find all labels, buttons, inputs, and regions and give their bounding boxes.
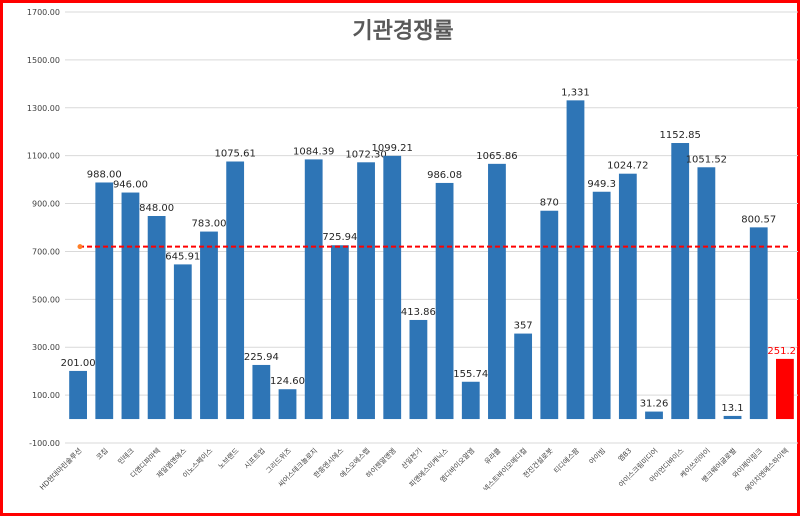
y-tick-label: 900.00 xyxy=(32,200,60,209)
data-label: 725.94 xyxy=(322,232,357,243)
y-tick-label: 500.00 xyxy=(32,295,60,304)
bar xyxy=(749,227,768,420)
y-tick-label: 1500.00 xyxy=(27,56,60,65)
data-label: 800.57 xyxy=(741,214,776,225)
data-label: 225.94 xyxy=(244,352,279,363)
category-label: 엠83 xyxy=(617,447,634,464)
data-label: 357 xyxy=(514,321,533,332)
category-label: HD현대마린솔루션 xyxy=(38,446,84,492)
bar xyxy=(671,143,690,420)
data-label: 251.27 xyxy=(767,346,800,357)
bar xyxy=(252,364,271,420)
y-tick-label: 1100.00 xyxy=(27,152,60,161)
y-tick-label: 100.00 xyxy=(32,391,60,400)
category-label: 코칩 xyxy=(94,446,109,461)
bar xyxy=(330,245,349,420)
data-label: 13.1 xyxy=(721,403,743,414)
data-label: 201.00 xyxy=(61,358,96,369)
data-label: 1,331 xyxy=(561,87,590,98)
category-label: 민테크 xyxy=(116,446,136,466)
category-label: 산일전기 xyxy=(399,446,424,471)
data-label: 848.00 xyxy=(139,203,174,214)
bar xyxy=(304,159,323,420)
data-label: 1072.30 xyxy=(345,149,386,160)
bar xyxy=(461,381,480,420)
data-label: 124.60 xyxy=(270,376,305,387)
data-label: 946.00 xyxy=(113,180,148,191)
y-tick-label: 1700.00 xyxy=(27,8,60,17)
data-label: 1152.85 xyxy=(660,130,701,141)
data-label: 1075.61 xyxy=(214,149,255,160)
data-label: 1065.86 xyxy=(476,151,517,162)
data-label: 413.86 xyxy=(401,307,436,318)
bar xyxy=(383,155,402,420)
bar xyxy=(69,370,87,420)
data-label: 1051.52 xyxy=(686,154,727,165)
data-label: 986.08 xyxy=(427,170,462,181)
bar-chart: -100.00 100.00 300.00 500.00 700.00 900.00 110… xyxy=(27,8,800,493)
data-label: 31.26 xyxy=(640,399,669,410)
category-label: 티디에스팜 xyxy=(552,446,582,476)
data-label: 645.91 xyxy=(165,251,200,262)
reference-line-marker xyxy=(77,244,83,250)
y-tick-label: 1300.00 xyxy=(27,104,60,113)
data-label: 783.00 xyxy=(191,219,226,230)
bar xyxy=(697,167,716,420)
bar xyxy=(618,173,637,420)
data-label: 1084.39 xyxy=(293,146,334,157)
y-tick-label: 700.00 xyxy=(32,247,60,256)
data-label: 155.74 xyxy=(453,369,488,380)
bar xyxy=(514,333,533,420)
bar xyxy=(592,191,611,420)
bar xyxy=(566,100,585,420)
bar xyxy=(540,210,559,420)
data-label: 1099.21 xyxy=(372,143,413,154)
data-label: 988.00 xyxy=(87,169,122,180)
category-label: 아이빔 xyxy=(587,446,607,466)
bar xyxy=(147,216,166,420)
category-label: 에이치엔에스하이텍 xyxy=(743,446,790,493)
category-label: 시프트업 xyxy=(243,447,267,471)
data-label: 870 xyxy=(540,198,559,209)
bar xyxy=(278,389,297,420)
category-label: 노브랜드 xyxy=(216,446,241,471)
bar xyxy=(173,264,192,420)
data-label: 949.3 xyxy=(587,179,616,190)
bar xyxy=(226,161,245,420)
bar xyxy=(409,319,428,420)
chart-title: 기관경쟁률 xyxy=(352,19,454,44)
y-tick-label: 300.00 xyxy=(32,343,60,352)
bar xyxy=(488,163,506,420)
category-label: 유라클 xyxy=(482,446,502,466)
bar xyxy=(435,182,454,420)
bar xyxy=(200,231,218,420)
category-label: 넥스트바이오메디컬 xyxy=(481,446,528,493)
data-label: 1024.72 xyxy=(607,161,648,172)
bar xyxy=(95,182,114,420)
y-tick-label: -100.00 xyxy=(29,439,60,448)
bar xyxy=(776,358,794,420)
bar xyxy=(645,411,663,420)
bar xyxy=(121,192,140,420)
bar xyxy=(723,415,742,420)
bar xyxy=(357,162,375,420)
